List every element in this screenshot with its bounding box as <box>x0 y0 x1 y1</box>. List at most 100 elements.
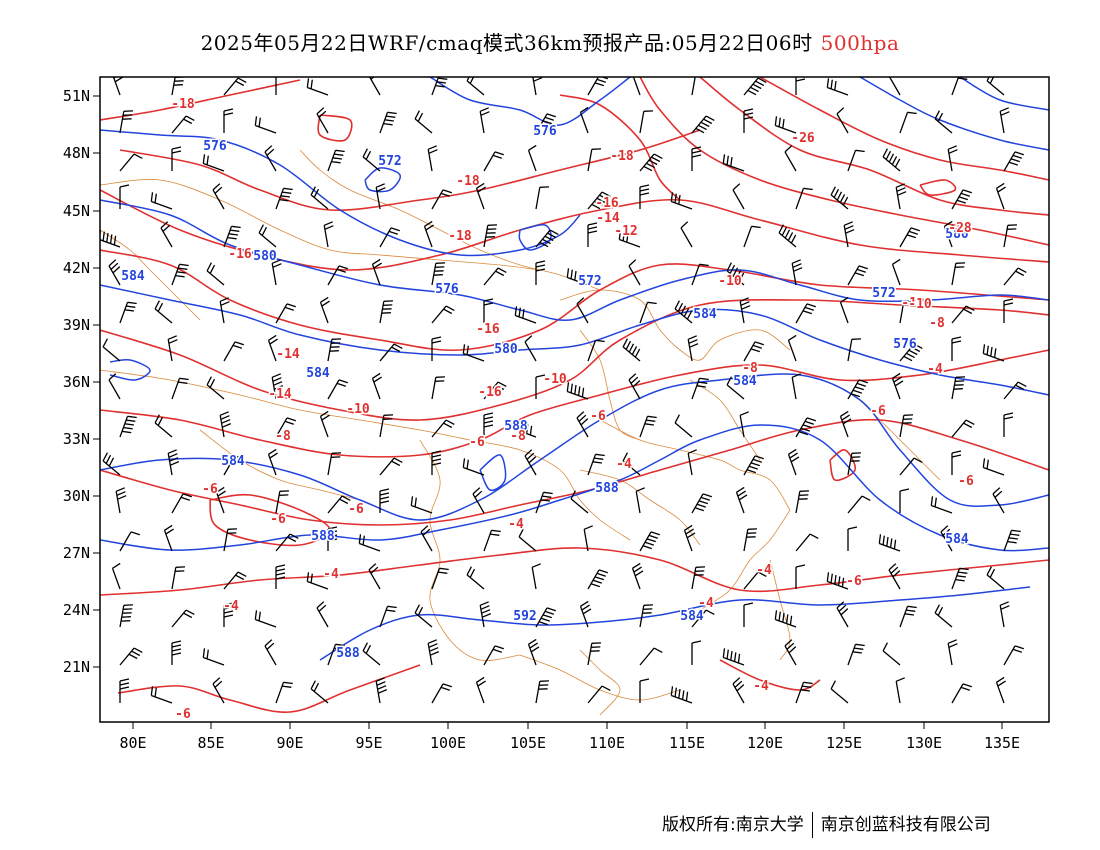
wind-barb <box>535 607 556 628</box>
wind-barb <box>639 415 657 438</box>
boundary-line <box>769 559 791 661</box>
wind-barb <box>535 186 550 210</box>
temperature-label: -4 <box>616 457 632 472</box>
wind-barb <box>431 189 452 210</box>
wind-barb <box>167 449 180 476</box>
lat-tick-label: 24N <box>63 601 90 619</box>
temperature-contour <box>100 299 1049 421</box>
temperature-contour <box>100 349 1049 458</box>
wind-barb <box>743 602 754 627</box>
wind-barb <box>119 153 143 172</box>
wind-barb <box>483 151 504 172</box>
wind-barb <box>795 564 806 589</box>
height-label: 584 <box>733 374 757 389</box>
wind-barb <box>951 305 975 324</box>
wind-barb <box>102 338 121 362</box>
wind-barb <box>735 486 748 514</box>
lat-tick-label: 36N <box>63 373 90 391</box>
wind-barb <box>587 453 605 476</box>
wind-barb <box>888 77 901 96</box>
wind-barb <box>795 681 813 704</box>
wind-barb <box>150 192 173 210</box>
wind-barb <box>167 335 178 362</box>
wind-barb <box>622 338 641 362</box>
wind-barb <box>587 191 611 210</box>
wind-barb <box>566 268 589 286</box>
wind-barb <box>895 183 907 210</box>
wind-barb <box>119 110 134 134</box>
height-label: 584 <box>680 609 704 624</box>
temperature-contour <box>559 94 681 201</box>
wind-barb <box>670 686 693 704</box>
lon-tick-label: 110E <box>589 734 625 752</box>
wind-barb <box>587 569 608 590</box>
wind-barb <box>583 525 593 552</box>
wind-barb <box>171 377 189 400</box>
wind-barb <box>847 338 862 362</box>
wind-barb <box>267 448 278 476</box>
lon-tick-label: 80E <box>119 734 146 752</box>
temperature-label: -8 <box>510 429 526 444</box>
wind-barb <box>899 457 923 476</box>
wind-barb <box>899 111 917 134</box>
wind-barb <box>119 604 134 628</box>
axis-ticks: 80E 85E 90E 95E 100E 105E 110E 115E 120E 125E 130E… <box>63 87 1020 752</box>
wind-barb <box>379 488 390 513</box>
boundary-line <box>419 439 521 661</box>
wind-barb <box>483 224 498 248</box>
wind-barb <box>254 610 277 628</box>
boundary-line <box>469 439 631 541</box>
wind-barb <box>691 493 712 514</box>
wind-barb <box>112 77 124 96</box>
wind-barb <box>674 300 693 324</box>
wind-barb <box>639 301 657 324</box>
wind-barb <box>275 303 296 324</box>
wind-barb <box>570 490 589 514</box>
temperature-label: -6 <box>348 502 364 517</box>
boundary-line <box>100 179 541 271</box>
wind-barb <box>576 297 589 324</box>
wind-barb <box>475 676 486 704</box>
temperature-label: -18 <box>456 174 480 189</box>
wind-barb <box>1003 267 1027 286</box>
wind-barb <box>986 77 1005 96</box>
temperature-contour <box>117 664 421 713</box>
boundary-line <box>579 649 621 716</box>
wind-barb <box>587 685 611 704</box>
wind-barb <box>223 602 234 627</box>
wind-barb <box>830 680 849 704</box>
wind-barb <box>223 571 247 590</box>
wind-barb <box>368 563 381 590</box>
wind-barb <box>576 411 589 438</box>
wind-barb <box>899 300 914 324</box>
height-label: 584 <box>693 307 717 322</box>
wind-barb <box>379 605 397 628</box>
wind-barb <box>119 531 140 552</box>
wind-barb <box>995 676 1006 704</box>
temperature-label: -14 <box>268 387 292 402</box>
wind-barb <box>947 145 958 172</box>
wind-barb <box>743 528 758 552</box>
temperature-label: -10 <box>543 372 567 387</box>
wind-barb <box>951 262 966 286</box>
boundary-line <box>100 229 201 321</box>
lat-tick-label: 48N <box>63 144 90 162</box>
wind-barb <box>431 305 455 324</box>
wind-barb <box>982 344 1005 362</box>
wind-barb <box>778 224 797 248</box>
wind-barb <box>847 149 865 172</box>
wind-barb <box>791 259 803 286</box>
wind-barb <box>431 376 446 400</box>
wind-barb <box>687 335 699 362</box>
wind-barb <box>358 534 381 552</box>
wind-barb <box>722 154 745 172</box>
wind-barb <box>379 457 403 476</box>
wind-barb <box>150 686 173 704</box>
wind-barb <box>995 182 1006 210</box>
wind-barb <box>943 220 954 248</box>
wind-barb <box>171 566 186 590</box>
wind-barb <box>674 414 693 438</box>
height-label: 584 <box>221 454 245 469</box>
wind-barb <box>310 186 329 210</box>
wind-barb <box>691 77 696 96</box>
